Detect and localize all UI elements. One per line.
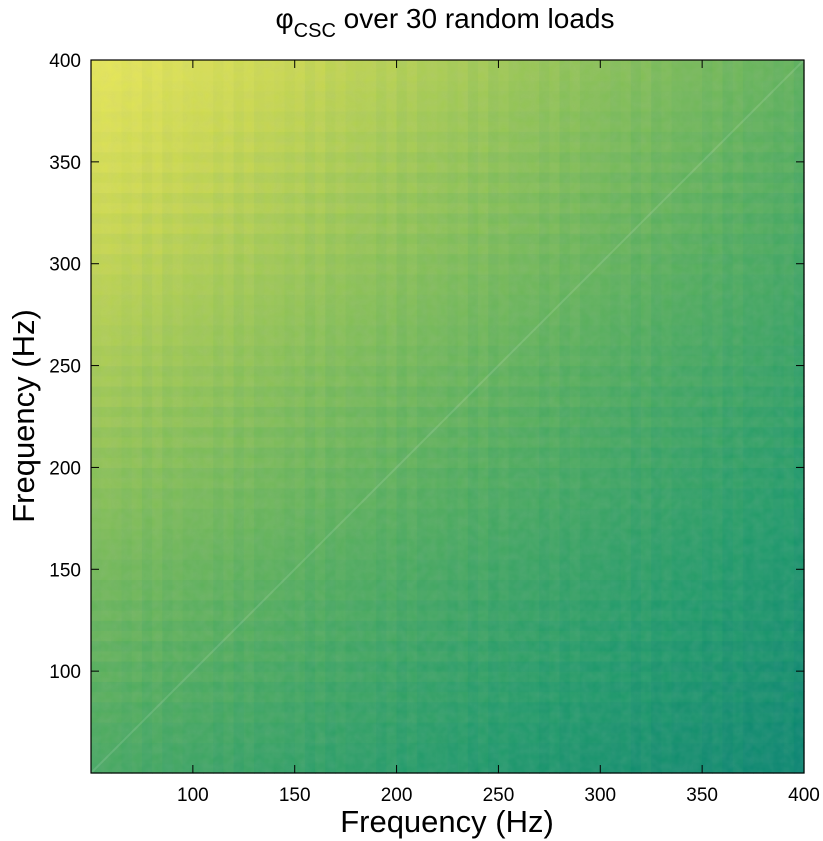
title-text: over 30 random loads <box>336 3 615 34</box>
x-tick-label: 200 <box>381 785 413 806</box>
y-tick-label: 400 <box>49 51 81 72</box>
y-tick-label: 100 <box>49 662 81 683</box>
x-tick-label: 250 <box>483 785 515 806</box>
x-tick-label: 400 <box>788 785 820 806</box>
heatmap-texture <box>91 60 804 773</box>
x-tick-label: 350 <box>686 785 718 806</box>
y-tick-label: 150 <box>49 560 81 581</box>
title-subscript: CSC <box>294 20 336 42</box>
y-tick-label: 200 <box>49 458 81 479</box>
chart-title: φCSC over 30 random loads <box>276 3 615 42</box>
x-axis-ticks: 100 150 200 250 300 350 400 <box>177 60 820 806</box>
plot-frame <box>90 59 805 774</box>
x-tick-label: 100 <box>177 785 209 806</box>
y-axis-label: Frequency (Hz) <box>6 309 41 523</box>
diagonal-ridge <box>90 59 805 774</box>
y-axis-ticks: 100 150 200 250 300 350 400 <box>49 51 804 683</box>
y-tick-label: 350 <box>49 153 81 174</box>
x-axis-label: Frequency (Hz) <box>340 804 554 839</box>
title-symbol: φ <box>276 3 294 34</box>
y-tick-label: 300 <box>49 255 81 276</box>
plot-area <box>90 59 805 774</box>
x-tick-label: 300 <box>584 785 616 806</box>
x-tick-label: 150 <box>279 785 311 806</box>
y-tick-label: 250 <box>49 357 81 378</box>
